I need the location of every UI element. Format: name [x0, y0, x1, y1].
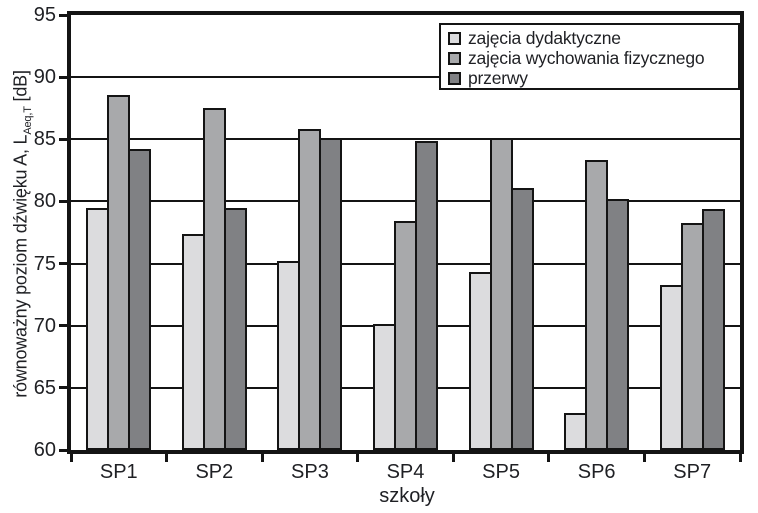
bar	[128, 149, 152, 450]
bar	[298, 129, 322, 450]
y-tick-label: 90	[33, 66, 56, 89]
y-tick-label: 70	[33, 314, 56, 337]
y-axis-title: równoważny poziom dźwięku A, LAeq,T [dB]	[11, 70, 35, 398]
gridline	[71, 200, 740, 203]
y-axis-tick	[59, 75, 68, 79]
x-tick-label: SP2	[195, 461, 234, 483]
bar	[202, 108, 226, 450]
bar	[585, 160, 609, 450]
bar	[606, 198, 630, 450]
x-tick-label: SP3	[291, 461, 329, 483]
y-tick-label: 75	[33, 252, 56, 275]
y-tick-label: 65	[33, 376, 56, 399]
y-axis-tick	[59, 386, 68, 390]
y-axis-tick	[59, 199, 68, 203]
legend-swatch-icon	[448, 51, 461, 65]
x-axis-tick	[260, 454, 264, 462]
bars-layer	[71, 15, 740, 450]
x-axis-tick	[165, 454, 169, 462]
legend-label: zajęcia wychowania fizycznego	[468, 48, 705, 68]
x-tick-label: SP6	[577, 461, 616, 483]
x-tick-label: SP4	[386, 461, 425, 483]
x-axis-tick	[547, 454, 551, 462]
bar	[223, 207, 247, 450]
legend-label: zajęcia dydaktyczne	[468, 28, 621, 48]
y-axis-tick	[59, 262, 68, 266]
y-tick-label: 85	[33, 128, 56, 151]
y-tick-label: 80	[33, 190, 56, 213]
legend: zajęcia dydaktyczne zajęcia wychowania f…	[439, 23, 740, 90]
bar	[701, 208, 725, 450]
x-axis-tick	[451, 454, 455, 462]
bar	[394, 221, 417, 450]
bar	[277, 261, 301, 450]
bar	[659, 284, 683, 450]
gridline	[71, 76, 740, 79]
y-tick-label: 60	[33, 439, 56, 461]
bar	[319, 138, 343, 450]
x-axis-title: szkoły	[379, 485, 435, 507]
x-axis-tick	[642, 454, 646, 462]
bar	[107, 94, 131, 450]
bar	[680, 222, 704, 450]
x-axis-tick	[69, 454, 73, 462]
legend-label: przerwy	[468, 68, 528, 88]
x-tick-label: SP1	[99, 461, 138, 483]
x-tick-label: SP5	[482, 461, 520, 483]
bar	[373, 324, 396, 450]
bar	[86, 207, 110, 450]
y-axis-tick	[59, 13, 68, 17]
legend-swatch-icon	[448, 31, 461, 45]
legend-item: zajęcia wychowania fizycznego	[448, 48, 738, 68]
bar	[489, 138, 513, 450]
gridline	[71, 138, 740, 141]
y-axis-tick	[59, 448, 68, 452]
x-axis-tick	[356, 454, 360, 462]
legend-swatch-icon	[448, 71, 461, 85]
y-axis-tick	[59, 324, 68, 328]
bar	[510, 187, 534, 450]
bar	[564, 412, 588, 450]
bar	[468, 272, 492, 450]
x-axis-tick	[738, 454, 742, 462]
legend-item: przerwy	[448, 68, 738, 88]
bar	[415, 140, 438, 450]
bar	[181, 233, 205, 450]
y-tick-label: 95	[33, 4, 56, 26]
x-tick-label: SP7	[673, 461, 712, 483]
legend-item: zajęcia dydaktyczne	[448, 28, 738, 48]
y-axis-tick	[59, 137, 68, 141]
